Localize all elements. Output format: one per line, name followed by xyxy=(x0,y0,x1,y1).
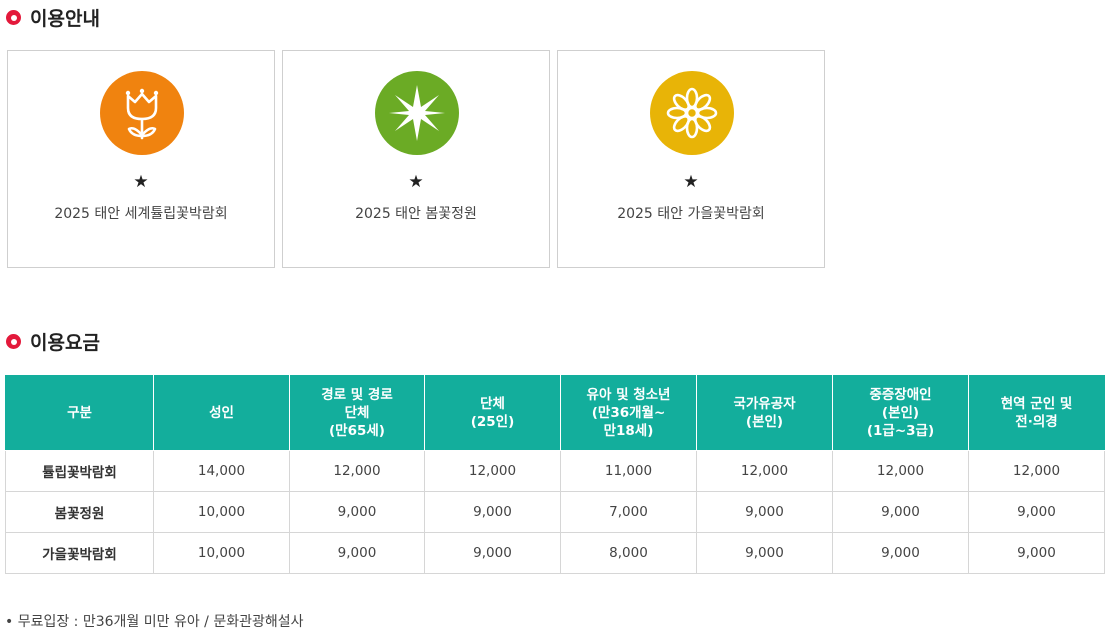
table-cell: 9,000 xyxy=(968,491,1105,533)
header-adult: 성인 xyxy=(153,375,290,451)
table-cell: 12,000 xyxy=(696,450,833,492)
info-section-title: 이용안내 xyxy=(6,4,100,31)
table-row: 튤립꽃박람회 14,000 12,000 12,000 11,000 12,00… xyxy=(5,450,1105,492)
table-cell: 8,000 xyxy=(560,532,697,574)
table-cell: 9,000 xyxy=(696,491,833,533)
table-cell: 9,000 xyxy=(696,532,833,574)
fee-section-label: 이용요금 xyxy=(30,332,100,354)
table-cell: 9,000 xyxy=(832,491,969,533)
card-autumn-festival[interactable]: ★ 2025 태안 가을꽃박람회 xyxy=(557,50,825,268)
star-sparkle-icon xyxy=(375,71,459,155)
bullet-icon xyxy=(6,334,21,349)
header-youth: 유아 및 청소년 (만36개월~ 만18세) xyxy=(560,375,697,451)
table-cell: 12,000 xyxy=(968,450,1105,492)
table-header-row: 구분 성인 경로 및 경로 단체 (만65세) 단체 (25인) 유아 및 청소… xyxy=(5,375,1105,451)
fee-section-title: 이용요금 xyxy=(6,328,100,355)
table-cell: 12,000 xyxy=(424,450,561,492)
card-spring-garden[interactable]: ★ 2025 태안 봄꽃정원 xyxy=(282,50,550,268)
header-senior: 경로 및 경로 단체 (만65세) xyxy=(289,375,425,451)
header-military: 현역 군인 및 전·의경 xyxy=(968,375,1105,451)
table-cell: 11,000 xyxy=(560,450,697,492)
star-icon: ★ xyxy=(133,172,149,192)
table-cell: 12,000 xyxy=(289,450,425,492)
info-section-label: 이용안내 xyxy=(30,8,100,30)
table-cell: 7,000 xyxy=(560,491,697,533)
table-cell: 9,000 xyxy=(424,532,561,574)
fee-table: 구분 성인 경로 및 경로 단체 (만65세) 단체 (25인) 유아 및 청소… xyxy=(5,375,1105,574)
table-row: 가을꽃박람회 10,000 9,000 9,000 8,000 9,000 9,… xyxy=(5,532,1105,574)
header-category: 구분 xyxy=(5,375,154,451)
card-tulip-festival[interactable]: ★ 2025 태안 세계튤립꽃박람회 xyxy=(7,50,275,268)
table-cell: 9,000 xyxy=(289,491,425,533)
row-label: 봄꽃정원 xyxy=(5,491,154,533)
table-cell: 9,000 xyxy=(424,491,561,533)
table-cell: 9,000 xyxy=(289,532,425,574)
table-cell: 10,000 xyxy=(153,532,290,574)
table-cell: 9,000 xyxy=(968,532,1105,574)
header-disabled: 중증장애인 (본인) (1급~3급) xyxy=(832,375,969,451)
star-icon: ★ xyxy=(408,172,424,192)
header-group: 단체 (25인) xyxy=(424,375,561,451)
table-cell: 10,000 xyxy=(153,491,290,533)
card-title: 2025 태안 봄꽃정원 xyxy=(355,206,477,222)
table-cell: 14,000 xyxy=(153,450,290,492)
daisy-icon xyxy=(650,71,734,155)
header-veteran: 국가유공자 (본인) xyxy=(696,375,833,451)
table-row: 봄꽃정원 10,000 9,000 9,000 7,000 9,000 9,00… xyxy=(5,491,1105,533)
row-label: 튤립꽃박람회 xyxy=(5,450,154,492)
star-icon: ★ xyxy=(683,172,699,192)
tulip-icon xyxy=(100,71,184,155)
card-title: 2025 태안 세계튤립꽃박람회 xyxy=(54,206,228,222)
free-admission-note: • 무료입장 : 만36개월 미만 유아 / 문화관광해설사 xyxy=(5,614,304,630)
table-cell: 9,000 xyxy=(832,532,969,574)
card-title: 2025 태안 가을꽃박람회 xyxy=(617,206,765,222)
bullet-icon xyxy=(6,10,21,25)
row-label: 가을꽃박람회 xyxy=(5,532,154,574)
table-cell: 12,000 xyxy=(832,450,969,492)
